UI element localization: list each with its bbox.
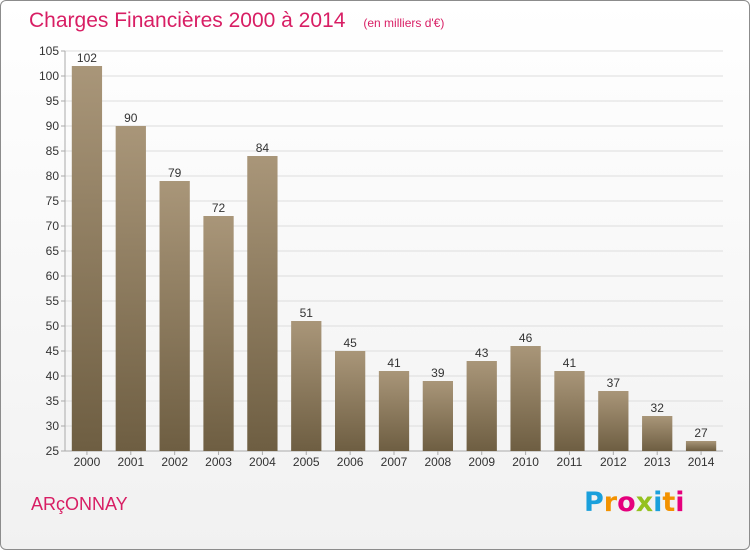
x-tick-label: 2012 bbox=[600, 455, 627, 469]
x-tick-label: 2011 bbox=[557, 455, 583, 469]
x-tick-label: 2010 bbox=[512, 455, 539, 469]
bar[interactable] bbox=[378, 371, 410, 451]
data-label: 45 bbox=[343, 336, 357, 350]
bar[interactable] bbox=[203, 216, 234, 451]
logo-letter: o bbox=[617, 487, 636, 518]
chart-title: Charges Financières 2000 à 2014 bbox=[29, 9, 346, 32]
data-label: 102 bbox=[77, 51, 97, 65]
data-label: 46 bbox=[519, 331, 533, 345]
data-label: 84 bbox=[256, 141, 270, 155]
bar[interactable] bbox=[685, 441, 717, 451]
x-tick-label: 2003 bbox=[205, 455, 232, 469]
y-tick-label: 30 bbox=[46, 419, 60, 433]
y-tick-label: 70 bbox=[46, 219, 60, 233]
chart-subtitle: (en milliers d'€) bbox=[363, 16, 445, 30]
bar[interactable] bbox=[71, 66, 103, 451]
y-tick-label: 60 bbox=[46, 269, 60, 283]
data-label: 41 bbox=[563, 356, 577, 370]
data-label: 27 bbox=[694, 426, 708, 440]
title-row: Charges Financières 2000 à 2014 (en mill… bbox=[29, 9, 444, 33]
data-label: 32 bbox=[651, 401, 665, 415]
bar[interactable] bbox=[466, 361, 497, 451]
data-label: 37 bbox=[607, 376, 621, 390]
logo-letter: r bbox=[603, 487, 618, 518]
bar[interactable] bbox=[291, 321, 322, 451]
proxiti-logo[interactable]: Proxiti bbox=[584, 487, 685, 518]
data-label: 39 bbox=[431, 366, 445, 380]
bar[interactable] bbox=[510, 346, 541, 451]
y-tick-label: 50 bbox=[46, 319, 60, 333]
x-tick-label: 2000 bbox=[74, 455, 101, 469]
logo-letter: P bbox=[584, 487, 604, 518]
bar[interactable] bbox=[159, 181, 190, 451]
x-tick-label: 2006 bbox=[337, 455, 364, 469]
data-label: 79 bbox=[168, 166, 182, 180]
bar[interactable] bbox=[334, 351, 366, 451]
x-tick-label: 2005 bbox=[293, 455, 320, 469]
y-tick-label: 35 bbox=[46, 394, 60, 408]
data-label: 90 bbox=[124, 111, 138, 125]
y-tick-label: 65 bbox=[46, 244, 60, 258]
y-tick-label: 95 bbox=[46, 94, 60, 108]
logo-letter: t bbox=[662, 487, 676, 518]
y-tick-label: 100 bbox=[39, 69, 59, 83]
bar[interactable] bbox=[598, 391, 629, 451]
logo-letter: i bbox=[675, 487, 685, 518]
bar[interactable] bbox=[115, 126, 146, 451]
x-tick-label: 2001 bbox=[117, 455, 144, 469]
y-tick-label: 40 bbox=[46, 369, 60, 383]
x-tick-label: 2008 bbox=[425, 455, 452, 469]
data-label: 41 bbox=[387, 356, 401, 370]
y-tick-label: 25 bbox=[46, 444, 60, 458]
y-tick-label: 90 bbox=[46, 119, 60, 133]
x-tick-label: 2014 bbox=[688, 455, 715, 469]
bar[interactable] bbox=[554, 371, 585, 451]
data-label: 72 bbox=[212, 201, 226, 215]
y-tick-label: 75 bbox=[46, 194, 60, 208]
logo-letter: x bbox=[635, 487, 654, 518]
data-label: 43 bbox=[475, 346, 489, 360]
logo-letter: i bbox=[653, 487, 663, 518]
y-tick-label: 80 bbox=[46, 169, 60, 183]
x-tick-label: 2009 bbox=[468, 455, 495, 469]
commune-name: ARçONNAY bbox=[31, 494, 128, 514]
x-tick-label: 2007 bbox=[381, 455, 408, 469]
bar[interactable] bbox=[642, 416, 673, 451]
y-tick-label: 45 bbox=[46, 344, 60, 358]
y-tick-label: 55 bbox=[46, 294, 60, 308]
data-label: 51 bbox=[300, 306, 314, 320]
y-tick-label: 85 bbox=[46, 144, 60, 158]
x-tick-label: 2004 bbox=[249, 455, 276, 469]
x-tick-label: 2002 bbox=[161, 455, 188, 469]
bar[interactable] bbox=[247, 156, 278, 451]
y-tick-label: 105 bbox=[39, 44, 59, 58]
x-tick-label: 2013 bbox=[644, 455, 671, 469]
bar[interactable] bbox=[422, 381, 454, 451]
